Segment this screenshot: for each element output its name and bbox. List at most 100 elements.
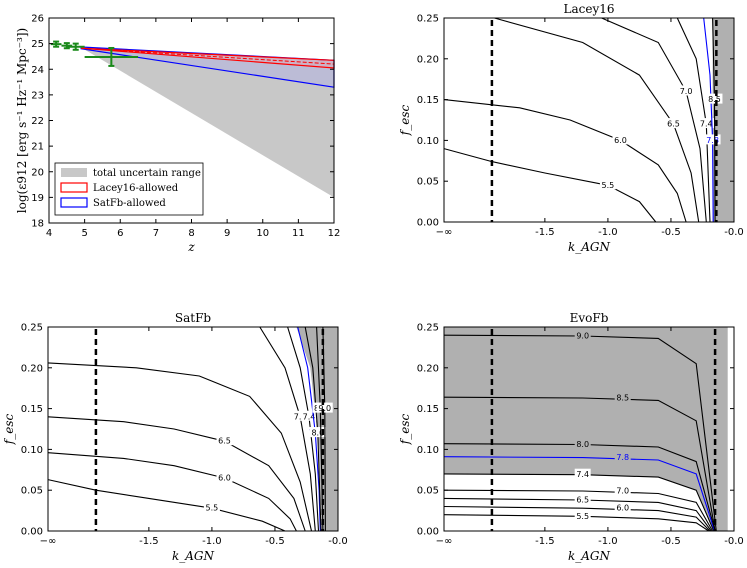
y-tick-label: 0.10 (21, 445, 43, 456)
contour-label: 7.0 (294, 412, 307, 421)
plot-background (444, 18, 734, 222)
x-tick-label: 12 (328, 228, 341, 239)
observation-point (84, 46, 139, 67)
y-axis-label: f_esc (398, 414, 412, 446)
x-axis-label: k_AGN (568, 549, 611, 563)
contour-label: 9.0 (576, 331, 589, 340)
x-tick-label: -1.0 (202, 536, 222, 547)
contour-label-bg (678, 85, 695, 96)
chart-emissivity: 4 5 6 7 8 9 10 11 12 18 19 20 21 22 23 24 25 26 z log(ε912 … (15, 14, 340, 255)
legend-swatch (60, 197, 88, 208)
y-tick-label: 18 (31, 219, 44, 230)
x-tick-label: 9 (224, 228, 230, 239)
contour-line (443, 334, 717, 532)
y-tick-label: 0.25 (21, 323, 43, 334)
x-tick-label: −∞ (436, 227, 453, 238)
contour-line (676, 17, 711, 223)
x-tick-label: 5 (81, 228, 87, 239)
x-tick-label: -1.0 (598, 536, 618, 547)
contour-label: 7.8 (706, 136, 719, 145)
contour-label-bg (599, 179, 616, 190)
contour-label-bg (301, 410, 317, 421)
y-tick-label: 0.25 (417, 14, 439, 25)
contour-line (494, 17, 700, 223)
contour-label: 6.0 (218, 473, 231, 482)
chart-title: EvoFb (570, 311, 609, 325)
y-tick-label: 0.20 (21, 363, 43, 374)
x-tick-label: -1.0 (598, 227, 618, 238)
red-band-hatch (81, 47, 335, 65)
observation-point (61, 42, 73, 50)
contour-label-bg (612, 134, 629, 145)
contour-line (304, 326, 322, 532)
contour-label: 9.0 (318, 404, 331, 413)
contour-line (443, 497, 712, 532)
contour-label-bg (316, 402, 333, 413)
x-tick-label: -0.5 (265, 536, 285, 547)
contour-line (443, 456, 716, 532)
x-tick-label: 11 (292, 228, 305, 239)
contour-label-bg (704, 134, 721, 145)
contour-label: 7.4 (303, 412, 316, 421)
contour-line (443, 148, 657, 223)
contour-label-bg (614, 451, 631, 462)
x-tick-label: -1.5 (535, 536, 555, 547)
legend-label: Lacey16-allowed (93, 183, 179, 194)
contour-label: 6.0 (616, 504, 629, 513)
shaded-region (712, 18, 734, 222)
chart-lacey16: 5.5 6.0 6.5 7.0 7.4 7.8 8.5 −∞ -1.5 -1.0 -0.5 -0.0 0… (398, 2, 744, 254)
contour-label: 6.0 (614, 136, 627, 145)
y-tick-label: 0.05 (417, 177, 439, 188)
x-tick-label: 8 (188, 228, 194, 239)
contour-line (443, 396, 716, 532)
legend-swatch (60, 182, 88, 193)
x-tick-label: 6 (117, 228, 123, 239)
contour-label: 5.5 (576, 512, 589, 521)
contour-label: 8.0 (311, 429, 324, 438)
y-tick-label: 0.25 (417, 323, 439, 334)
x-tick-label: -1.5 (535, 227, 555, 238)
y-tick-label: 0.15 (417, 95, 439, 106)
y-tick-label: 0.00 (417, 527, 439, 538)
contour-label: 5.5 (206, 504, 219, 513)
x-tick-label: 10 (256, 228, 269, 239)
y-tick-label: 21 (31, 142, 44, 153)
y-tick-label: 0.10 (417, 136, 439, 147)
contour-label-bg (574, 329, 591, 340)
x-axis-label: z (187, 240, 195, 254)
y-tick-label: 19 (31, 193, 44, 204)
y-tick-label: 0.15 (21, 404, 43, 415)
contour-label: 7.4 (576, 470, 589, 479)
x-tick-label: -0.5 (661, 536, 681, 547)
contour-label-bg (309, 427, 326, 438)
contour-label-bg (574, 493, 591, 504)
contour-label: 6.5 (218, 437, 231, 446)
contour-label: 8.0 (576, 440, 589, 449)
legend: total uncertain range Lacey16-allowed SatF… (54, 162, 204, 216)
contour-line (47, 362, 313, 532)
y-tick-label: 0.00 (21, 527, 43, 538)
y-axis-label: f_esc (2, 414, 16, 446)
x-tick-label: -0.0 (724, 536, 744, 547)
contour-label-bg (698, 118, 715, 129)
contour-label-bg (574, 510, 591, 521)
grey-band (81, 47, 334, 198)
contour-label-bg (574, 468, 591, 479)
contour-label-bg (292, 410, 309, 421)
contour-line (443, 505, 711, 532)
contour-label: 7.4 (700, 120, 713, 129)
chart-title: Lacey16 (564, 2, 615, 16)
x-tick-label: −∞ (436, 536, 453, 547)
x-tick-label: 4 (46, 228, 52, 239)
y-tick-label: 0.05 (417, 486, 439, 497)
x-axis-label: k_AGN (568, 240, 611, 254)
contour-label-bg (216, 471, 233, 482)
y-tick-label: 26 (31, 14, 44, 25)
y-tick-label: 20 (31, 167, 44, 178)
x-tick-label: −∞ (40, 536, 57, 547)
contour-label: 8.5 (708, 95, 721, 104)
contour-label: 5.5 (602, 181, 615, 190)
contour-line (443, 514, 710, 532)
y-tick-label: 24 (31, 65, 44, 76)
x-tick-label: -0.5 (661, 227, 681, 238)
